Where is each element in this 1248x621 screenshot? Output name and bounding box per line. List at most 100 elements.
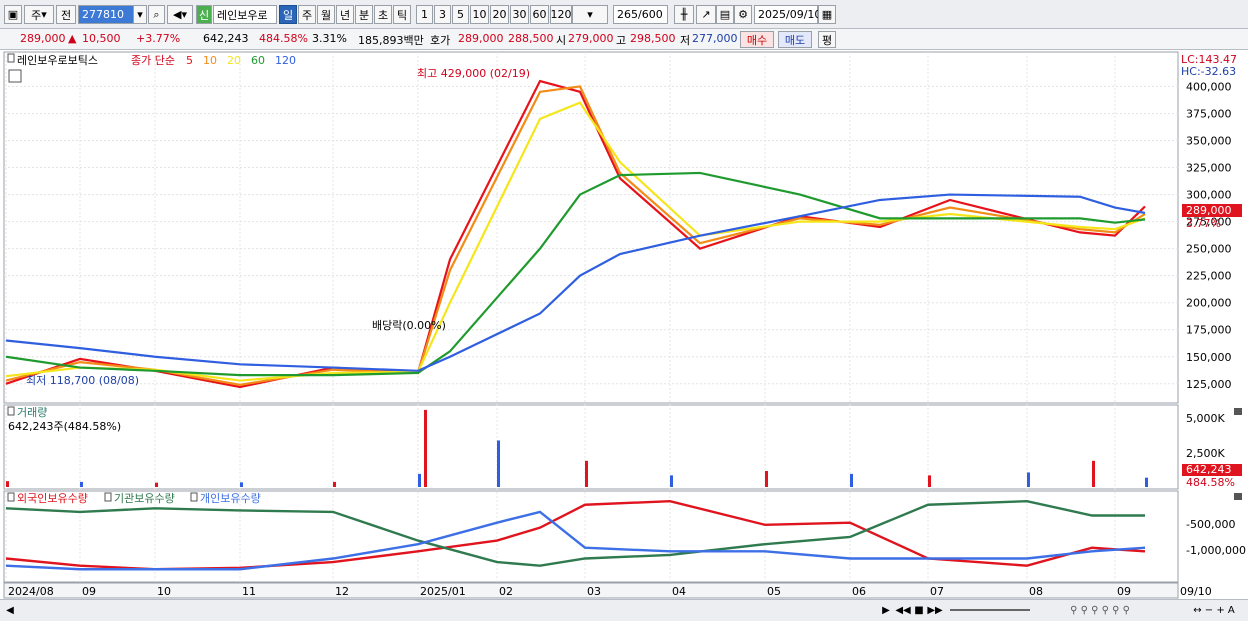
date-input[interactable]: 2025/09/10 <box>754 5 821 24</box>
calendar-icon[interactable]: ▦ <box>818 5 836 24</box>
period-label: 주 <box>31 8 42 22</box>
count-value: 265 <box>617 8 638 21</box>
panel-icon <box>7 406 15 416</box>
interval-button-10[interactable]: 10 <box>470 5 489 24</box>
grid-toggle-icon[interactable] <box>8 69 22 83</box>
last-price-tag <box>1182 204 1242 217</box>
price-tick: 375,000 <box>1186 107 1232 120</box>
stock-code-input[interactable]: 277810 <box>78 5 136 24</box>
tab-2[interactable]: 월 <box>317 5 335 24</box>
price-panel <box>3 51 1179 404</box>
volume-bar <box>850 473 853 487</box>
price-tick: 200,000 <box>1186 297 1232 310</box>
panel-icon <box>104 492 112 502</box>
stock-chart[interactable]: 400,000 375,000 350,000 325,000 300,000 275,0… <box>0 50 1248 599</box>
high-label: 고 <box>616 34 627 47</box>
lc-label: LC:143.47 <box>1181 53 1237 66</box>
close-panel-icon[interactable] <box>1234 493 1242 500</box>
interval-dropdown[interactable]: ▾ <box>572 5 608 24</box>
count-max: /600 <box>638 8 663 21</box>
window-menu-icon[interactable]: ▣ <box>4 5 22 24</box>
zoom-slider[interactable] <box>950 609 1030 611</box>
high-annotation: 최고 429,000 (02/19) <box>417 67 530 80</box>
interval-button-30[interactable]: 30 <box>510 5 529 24</box>
panel-icon <box>190 492 198 502</box>
x-axis: 2024/08 09 10 11 12 2025/01 02 03 04 05 06 07 08 09 09… <box>8 585 1212 598</box>
search-icon[interactable]: ⌕ <box>148 5 165 24</box>
candle-icon[interactable]: ╫ <box>674 5 694 24</box>
buy-button[interactable]: 매수 <box>740 31 774 48</box>
interval-button-20[interactable]: 20 <box>490 5 509 24</box>
speaker-icon[interactable]: ◀▾ <box>167 5 193 24</box>
scroll-left-icon[interactable]: ◀ <box>6 605 14 616</box>
zoom-controls[interactable]: ↔ − + A <box>1193 605 1235 616</box>
flow-legend-2: 개인보유수량 <box>200 492 261 505</box>
scroll-right-icon[interactable]: ▶ <box>882 605 890 616</box>
chevron-down-icon[interactable]: ▾ <box>133 5 147 24</box>
volume-bar <box>1145 477 1148 487</box>
ma-legend-60: 60 <box>251 54 265 67</box>
grid-lines <box>4 52 1178 582</box>
price-change-pct: +3.77% <box>136 32 181 45</box>
fast-forward-icon[interactable]: ▶▶ <box>927 605 943 616</box>
ma-legend-120: 120 <box>275 54 296 67</box>
tab-6[interactable]: 틱 <box>393 5 411 24</box>
count-input[interactable]: 265/600 <box>613 5 668 24</box>
chart-tool-icons[interactable]: ⚲ ⚲ ⚲ ⚲ ⚲ ⚲ <box>1070 605 1130 616</box>
x-axis-panel <box>3 582 1179 599</box>
eval-button[interactable]: 평 <box>818 31 836 48</box>
save-icon[interactable]: ▤ <box>716 5 734 24</box>
tab-3[interactable]: 년 <box>336 5 354 24</box>
volume-bar <box>1092 460 1095 487</box>
legend-ma-label: 종가 단순 <box>131 54 175 67</box>
volume-bar <box>765 471 768 487</box>
x-tick: 2025/01 <box>420 585 466 598</box>
tab-0[interactable]: 일 <box>279 5 297 24</box>
stock-name-field[interactable]: 레인보우로 <box>213 5 277 24</box>
volume-bar <box>80 481 83 487</box>
interval-button-3[interactable]: 3 <box>434 5 451 24</box>
volume-bar <box>240 482 243 487</box>
volume-bar <box>928 475 931 487</box>
flow-panel <box>3 490 1179 583</box>
volume-bars <box>6 409 1148 487</box>
volume-value: 642,243 <box>203 32 249 45</box>
close-panel-icon[interactable] <box>1234 408 1242 415</box>
interval-button-60[interactable]: 60 <box>530 5 549 24</box>
price-tick: 150,000 <box>1186 351 1232 364</box>
rewind-icon[interactable]: ◀◀ <box>895 605 911 616</box>
flow-line-1 <box>5 499 1145 567</box>
x-tick: 02 <box>499 585 513 598</box>
interval-button-120[interactable]: 120 <box>550 5 572 24</box>
panel-icon <box>7 492 15 502</box>
gear-icon[interactable]: ⚙ <box>734 5 752 24</box>
price-tick: 250,000 <box>1186 243 1232 256</box>
dividend-annotation: 배당락(0.00%) <box>372 319 446 332</box>
high-price: 298,500 <box>630 32 676 45</box>
chart-tool-icon[interactable]: ↗ <box>696 5 716 24</box>
flow-legend: 외국인보유수량 기관보유수량 개인보유수량 <box>7 492 261 505</box>
ask-price: 289,000 <box>458 32 504 45</box>
all-button[interactable]: 전 <box>56 5 76 24</box>
sell-button[interactable]: 매도 <box>778 31 812 48</box>
hc-label: HC:-32.63 <box>1181 65 1236 78</box>
x-tick: 12 <box>335 585 349 598</box>
tab-5[interactable]: 초 <box>374 5 392 24</box>
volume-last-tag <box>1182 464 1242 476</box>
ask-label: 호가 <box>430 34 451 47</box>
horizontal-scrollbar[interactable]: ◀ ▶ ◀◀ ■ ▶▶ ⚲ ⚲ ⚲ ⚲ ⚲ ⚲ ↔ − + A <box>0 599 1248 621</box>
flow-lines <box>5 499 1146 571</box>
volume-bar <box>1027 472 1030 487</box>
volume-axis-top: 5,000K <box>1186 412 1225 425</box>
new-badge: 신 <box>196 5 212 24</box>
stop-icon[interactable]: ■ <box>914 605 924 616</box>
tab-1[interactable]: 주 <box>298 5 316 24</box>
volume-bar <box>497 440 500 487</box>
interval-button-5[interactable]: 5 <box>452 5 469 24</box>
volume-panel <box>3 404 1179 490</box>
interval-button-1[interactable]: 1 <box>416 5 433 24</box>
tab-4[interactable]: 분 <box>355 5 373 24</box>
ma-legend-10: 10 <box>203 54 217 67</box>
period-select[interactable]: 주 ▾ <box>24 5 54 24</box>
flow-axis-bottom: -1,000,000 <box>1186 544 1246 557</box>
